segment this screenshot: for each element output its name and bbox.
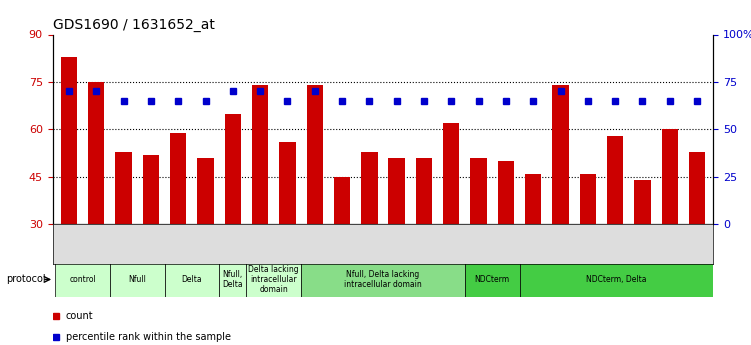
Text: GSM53388: GSM53388	[342, 226, 351, 267]
Bar	[56, 262, 110, 297]
Text: control: control	[69, 275, 96, 284]
Bar	[170, 132, 186, 319]
Text: Delta lacking
intracellular
domain: Delta lacking intracellular domain	[249, 265, 299, 294]
Bar	[252, 85, 268, 319]
Text: GSM53408: GSM53408	[206, 226, 215, 268]
Text: GSM53405: GSM53405	[451, 226, 460, 268]
Bar	[465, 262, 520, 297]
Bar	[279, 142, 296, 319]
Text: GSM53403: GSM53403	[124, 226, 133, 268]
Bar	[552, 85, 569, 319]
Text: GSM53389: GSM53389	[615, 226, 624, 268]
Text: GSM53406: GSM53406	[288, 226, 297, 268]
Text: GSM53407: GSM53407	[697, 226, 706, 268]
Bar	[334, 177, 350, 319]
Bar	[306, 85, 323, 319]
Bar	[164, 262, 219, 297]
Bar	[143, 155, 159, 319]
Text: GSM53399: GSM53399	[178, 226, 187, 268]
Text: count: count	[66, 311, 93, 321]
Text: GSM53391: GSM53391	[642, 226, 651, 268]
Text: GSM53410: GSM53410	[506, 226, 515, 268]
Bar	[607, 136, 623, 319]
Bar	[689, 151, 705, 319]
Bar	[61, 57, 77, 319]
Bar	[110, 262, 164, 297]
Bar	[416, 158, 432, 319]
Text: GSM53397: GSM53397	[151, 226, 160, 268]
Bar	[498, 161, 514, 319]
Text: Nfull, Delta lacking
intracellular domain: Nfull, Delta lacking intracellular domai…	[344, 270, 422, 289]
Bar	[388, 158, 405, 319]
Text: GDS1690 / 1631652_at: GDS1690 / 1631652_at	[53, 18, 215, 32]
Text: GSM53401: GSM53401	[260, 226, 269, 268]
Bar	[116, 151, 131, 319]
Text: GSM53400: GSM53400	[424, 226, 433, 268]
Text: GSM53396: GSM53396	[96, 226, 105, 268]
Bar	[520, 262, 713, 297]
Text: GSM53398: GSM53398	[369, 226, 379, 268]
Text: GSM53409: GSM53409	[478, 226, 487, 268]
Bar	[219, 262, 246, 297]
Text: GSM53411: GSM53411	[533, 226, 542, 267]
Bar	[662, 129, 678, 319]
Bar	[525, 174, 541, 319]
Text: GSM53392: GSM53392	[397, 226, 406, 268]
Text: GSM53394: GSM53394	[670, 226, 679, 268]
Text: percentile rank within the sample: percentile rank within the sample	[66, 332, 231, 342]
Bar	[580, 174, 596, 319]
Text: NDCterm, Delta: NDCterm, Delta	[587, 275, 647, 284]
Text: Nfull: Nfull	[128, 275, 146, 284]
Bar	[246, 262, 301, 297]
Text: GSM53393: GSM53393	[69, 226, 78, 268]
Text: protocol: protocol	[6, 275, 46, 284]
Bar	[361, 151, 378, 319]
Text: GSM53390: GSM53390	[233, 226, 242, 268]
Text: GSM53404: GSM53404	[588, 226, 597, 268]
Bar	[443, 123, 460, 319]
Text: Nfull,
Delta: Nfull, Delta	[222, 270, 243, 289]
Text: Delta: Delta	[182, 275, 202, 284]
Bar	[470, 158, 487, 319]
Bar	[301, 262, 465, 297]
Bar	[198, 158, 214, 319]
Bar	[88, 82, 104, 319]
Text: GSM53402: GSM53402	[315, 226, 324, 268]
Bar	[225, 114, 241, 319]
Text: NDCterm: NDCterm	[475, 275, 510, 284]
Bar	[635, 180, 650, 319]
Text: GSM53395: GSM53395	[560, 226, 569, 268]
